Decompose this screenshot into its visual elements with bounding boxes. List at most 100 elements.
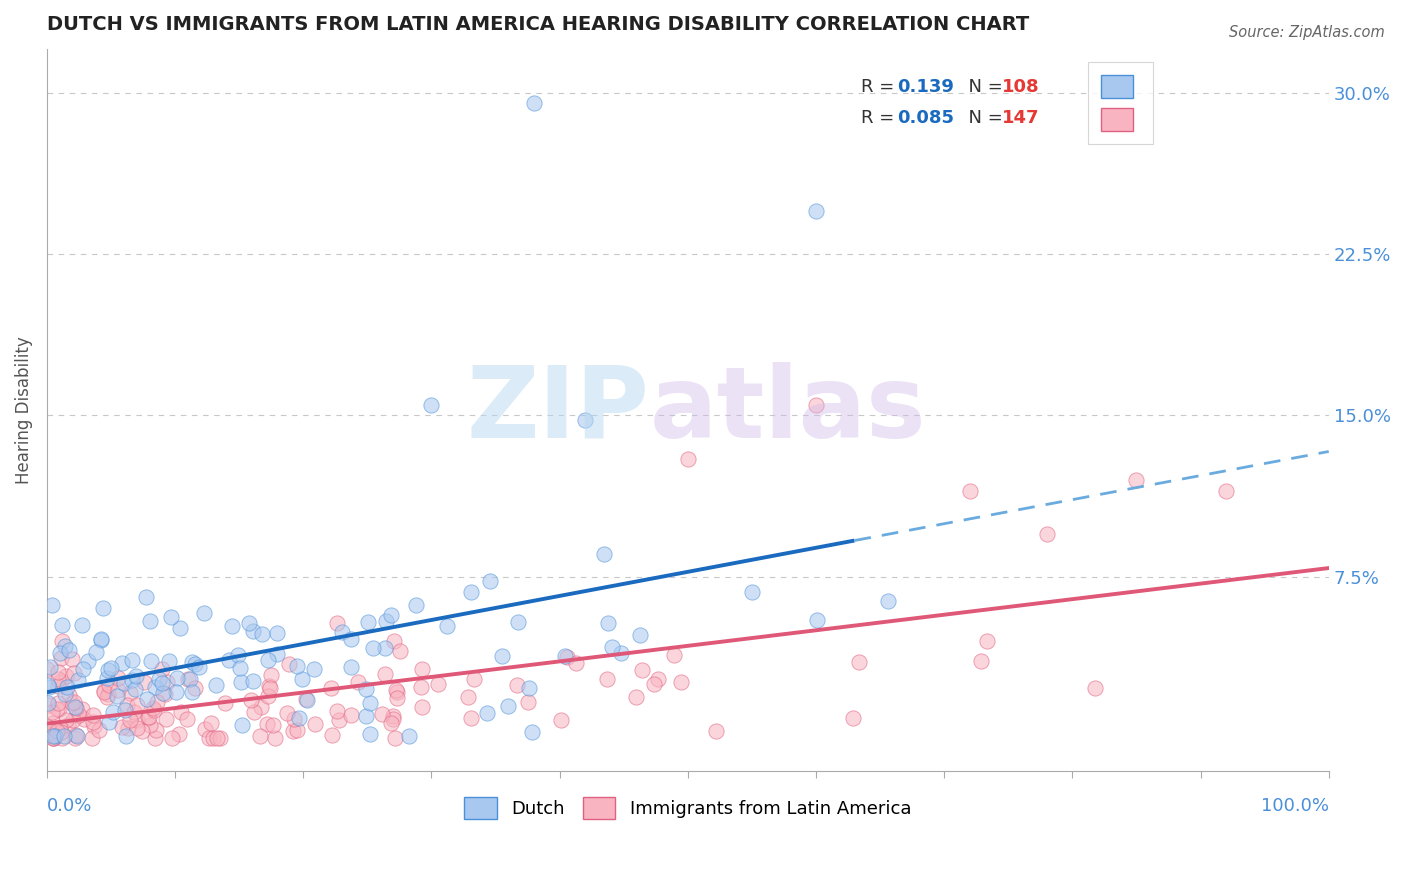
Point	[62, 695, 84, 709]
Point	[257, 653, 280, 667]
Point	[44, 729, 66, 743]
Point	[304, 716, 326, 731]
Text: N =: N =	[957, 78, 1008, 96]
Point	[70, 701, 93, 715]
Point	[411, 681, 433, 695]
Point	[359, 727, 381, 741]
Point	[238, 615, 260, 630]
Point	[295, 693, 318, 707]
Point	[55, 669, 77, 683]
Point	[806, 613, 828, 627]
Point	[676, 451, 699, 466]
Point	[41, 729, 63, 743]
Point	[49, 725, 72, 739]
Point	[221, 619, 243, 633]
Point	[330, 624, 353, 639]
Point	[58, 688, 80, 702]
Point	[596, 672, 619, 686]
Point	[842, 711, 865, 725]
Point	[741, 584, 763, 599]
Point	[319, 681, 342, 695]
Point	[181, 655, 204, 669]
Point	[411, 699, 433, 714]
Point	[77, 654, 100, 668]
Point	[93, 684, 115, 698]
Point	[67, 673, 90, 687]
Point	[876, 594, 898, 608]
Point	[285, 723, 308, 737]
Point	[357, 615, 380, 630]
Point	[83, 719, 105, 733]
Point	[60, 652, 83, 666]
Point	[193, 722, 215, 736]
Point	[46, 702, 69, 716]
Point	[142, 700, 165, 714]
Point	[122, 706, 145, 720]
Point	[669, 674, 692, 689]
Point	[124, 682, 146, 697]
Point	[97, 678, 120, 692]
Point	[51, 673, 73, 688]
Point	[277, 657, 299, 671]
Point	[179, 672, 201, 686]
Point	[84, 645, 107, 659]
Point	[46, 665, 69, 679]
Point	[127, 698, 149, 712]
Point	[256, 716, 278, 731]
Text: 0.085: 0.085	[897, 109, 953, 127]
Point	[98, 715, 121, 730]
Point	[138, 710, 160, 724]
Point	[107, 682, 129, 697]
Point	[46, 723, 69, 738]
Point	[970, 654, 993, 668]
Point	[276, 706, 298, 720]
Point	[145, 681, 167, 695]
Point	[226, 648, 249, 662]
Point	[46, 679, 69, 693]
Point	[436, 618, 458, 632]
Point	[90, 633, 112, 648]
Point	[170, 705, 193, 719]
Point	[647, 672, 669, 686]
Point	[65, 728, 87, 742]
Point	[228, 661, 250, 675]
Point	[208, 731, 231, 746]
Point	[51, 731, 73, 746]
Point	[167, 727, 190, 741]
Point	[82, 715, 104, 730]
Point	[93, 683, 115, 698]
Point	[1215, 483, 1237, 498]
Point	[82, 708, 104, 723]
Point	[374, 614, 396, 628]
Point	[121, 673, 143, 688]
Point	[152, 686, 174, 700]
Point	[550, 713, 572, 727]
Text: ZIP: ZIP	[467, 361, 650, 458]
Point	[321, 728, 343, 742]
Point	[848, 655, 870, 669]
Point	[156, 675, 179, 690]
Point	[188, 659, 211, 673]
Point	[125, 669, 148, 683]
Point	[382, 634, 405, 648]
Point	[100, 660, 122, 674]
Point	[112, 676, 135, 690]
Point	[347, 675, 370, 690]
Point	[477, 706, 499, 721]
Legend: Dutch, Immigrants from Latin America: Dutch, Immigrants from Latin America	[457, 790, 918, 827]
Point	[374, 641, 396, 656]
Point	[51, 617, 73, 632]
Point	[125, 713, 148, 727]
Point	[155, 712, 177, 726]
Text: 0.139: 0.139	[897, 78, 953, 96]
Point	[326, 704, 349, 718]
Point	[385, 685, 408, 699]
Point	[55, 639, 77, 653]
Point	[302, 662, 325, 676]
Point	[478, 574, 501, 588]
Point	[266, 626, 288, 640]
Point	[340, 632, 363, 647]
Point	[260, 668, 283, 682]
Point	[39, 728, 62, 742]
Point	[136, 691, 159, 706]
